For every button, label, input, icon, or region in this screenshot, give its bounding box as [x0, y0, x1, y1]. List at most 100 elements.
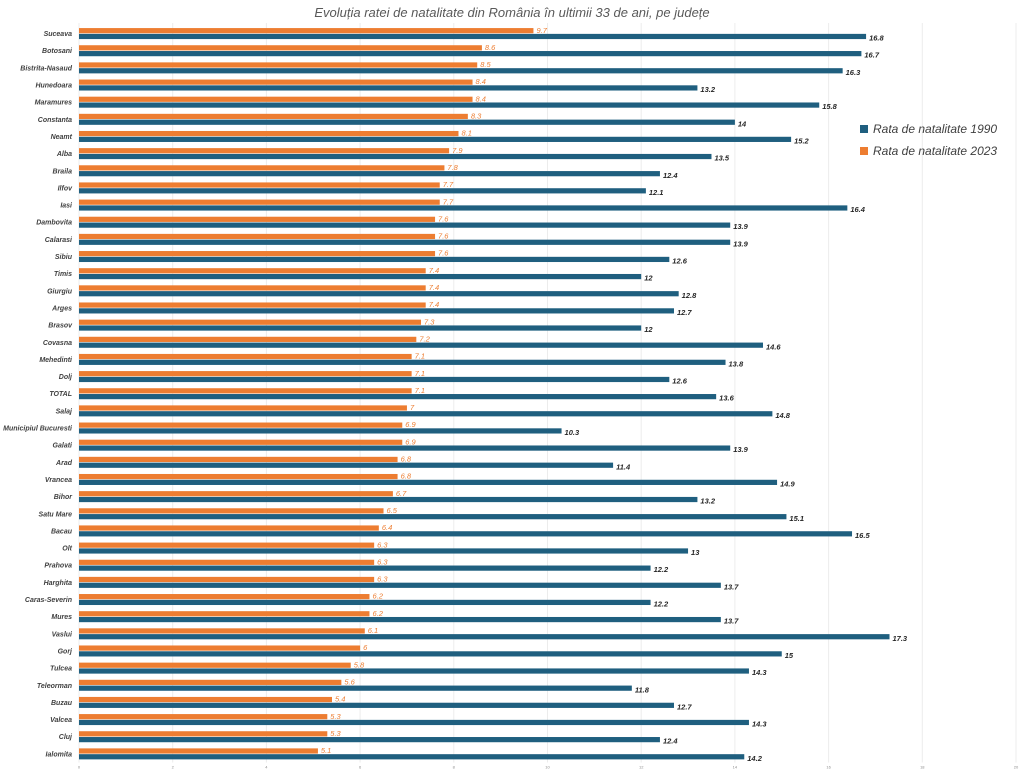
category-label: Bistrita-Nasaud [20, 65, 72, 72]
data-label-1990: 15 [785, 651, 794, 660]
category-label: Alba [56, 151, 72, 158]
bar-1990 [79, 496, 698, 503]
category-label: Timis [54, 271, 72, 278]
data-label-1990: 16.4 [850, 205, 865, 214]
bar-2023 [79, 508, 384, 514]
data-label-1990: 12 [644, 274, 653, 283]
data-label-1990: 17.3 [893, 634, 908, 643]
bar-1990 [79, 685, 632, 691]
category-label: Dolj [59, 374, 73, 381]
data-label-2023: 8.3 [471, 112, 482, 121]
bar-2023 [79, 748, 318, 754]
data-label-2023: 7.3 [424, 317, 435, 326]
data-label-2023: 5.3 [330, 712, 341, 721]
bar-1990 [79, 325, 642, 331]
data-label-2023: 6.2 [372, 609, 383, 618]
data-label-1990: 12.4 [663, 737, 678, 746]
bar-2023 [79, 148, 450, 154]
bar-2023 [79, 319, 422, 325]
data-label-1990: 13.2 [700, 497, 715, 506]
bar-1990 [79, 239, 731, 245]
bar-2023 [79, 422, 403, 428]
category-label: Sibiu [55, 254, 73, 261]
bar-1990 [79, 119, 735, 125]
data-label-1990: 12.1 [649, 188, 664, 197]
bar-2023 [79, 79, 473, 85]
category-label: Vrancea [45, 477, 72, 484]
category-label: Covasna [43, 340, 72, 347]
category-label: Botosani [42, 48, 73, 55]
bar-2023 [79, 62, 478, 68]
data-label-1990: 14.2 [747, 754, 762, 763]
category-label: Ialomita [46, 751, 73, 758]
category-label: Hunedoara [35, 83, 72, 90]
data-label-1990: 14.8 [775, 411, 790, 420]
bar-1990 [79, 428, 562, 434]
bar-1990 [79, 411, 773, 417]
data-label-1990: 14.3 [752, 668, 767, 677]
x-tick-label: 12 [639, 764, 644, 769]
bar-2023 [79, 388, 412, 394]
data-label-2023: 6 [363, 643, 368, 652]
category-labels: Suceava Botosani Bistrita-Nasaud Hunedoara M… [3, 31, 73, 758]
data-label-1990: 12.2 [654, 600, 669, 609]
data-label-2023: 7.6 [438, 232, 449, 241]
bar-1990 [79, 291, 679, 297]
bar-2023 [79, 130, 459, 137]
legend-swatch-2023 [860, 147, 868, 155]
data-label-2023: 6.8 [401, 472, 412, 481]
bar-2023 [79, 165, 445, 171]
data-label-1990: 12.4 [663, 171, 678, 180]
bar-1990 [79, 308, 674, 314]
bar-2023 [79, 456, 398, 463]
data-label-1990: 10.3 [565, 428, 580, 437]
data-label-1990: 13.9 [733, 445, 748, 454]
bar-2023 [79, 645, 361, 651]
data-label-1990: 13.7 [724, 617, 739, 626]
data-label-2023: 6.3 [377, 540, 388, 549]
category-label: Satu Mare [39, 511, 73, 518]
bar-1990 [79, 85, 698, 91]
bar-1990 [79, 634, 890, 640]
data-label-2023: 7.1 [415, 352, 425, 361]
category-label: Bihor [54, 494, 74, 501]
bar-1990 [79, 153, 712, 160]
data-label-2023: 6.5 [387, 506, 398, 515]
bar-1990 [79, 256, 670, 263]
bar-2023 [79, 542, 375, 548]
data-label-1990: 16.7 [864, 51, 879, 60]
data-labels: 9.7 16.8 8.6 16.7 8.5 16.3 8.4 13.2 8.4 15.8 8.3 14… [321, 26, 908, 763]
bar-1990 [79, 376, 670, 383]
data-label-2023: 6.8 [401, 455, 412, 464]
category-label: Braila [53, 168, 73, 175]
x-tick-label: 4 [265, 764, 268, 769]
x-tick-label: 16 [826, 764, 831, 769]
category-label: Harghita [44, 580, 73, 587]
legend: Rata de natalitate 1990 Rata de natalita… [860, 122, 997, 158]
data-label-2023: 9.7 [536, 26, 547, 35]
category-label: Calarasi [45, 237, 73, 244]
x-tick-label: 18 [920, 764, 925, 769]
data-label-2023: 7.7 [443, 180, 454, 189]
data-label-2023: 7.8 [447, 163, 458, 172]
data-label-2023: 8.6 [485, 43, 496, 52]
category-label: Olt [62, 546, 72, 553]
data-label-2023: 7.2 [419, 334, 430, 343]
data-label-1990: 12.6 [672, 257, 687, 266]
category-label: Constanta [38, 117, 72, 124]
category-label: TOTAL [49, 391, 72, 398]
data-label-1990: 16.8 [869, 34, 884, 43]
bar-2023 [79, 594, 370, 600]
bar-2023 [79, 268, 426, 274]
bar-2023 [79, 679, 342, 685]
data-label-2023: 6.1 [368, 626, 378, 635]
data-label-1990: 14 [738, 119, 747, 128]
data-label-2023: 7.9 [452, 146, 463, 155]
data-label-2023: 6.3 [377, 575, 388, 584]
data-label-2023: 8.4 [476, 94, 486, 103]
bar-2023 [79, 439, 403, 445]
bar-1990 [79, 342, 764, 348]
bar-2023 [79, 611, 370, 617]
bar-2023 [79, 28, 534, 34]
